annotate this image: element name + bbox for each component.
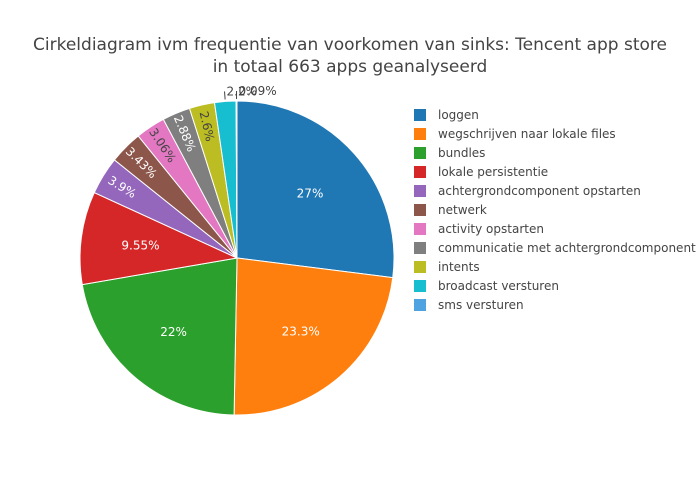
legend-item-lokale-persistentie[interactable]: lokale persistentie [414,162,696,181]
pie-label-leader-broadcast-versturen [224,91,226,100]
pie-slice-label-bundles: 22% [160,325,187,339]
pie-slice-label-lokale-persistentie: 9.55% [121,238,159,252]
legend-swatch [414,184,426,197]
legend-label: communicatie met achtergrondcomponent [438,240,696,255]
legend-label: bundles [438,145,486,160]
pie-slice-sms-versturen[interactable] [235,100,238,259]
legend-label: activity opstarten [438,221,544,236]
legend-swatch [414,260,426,273]
legend-item-broadcast-versturen[interactable]: broadcast versturen [414,276,696,295]
pie-slice-label-wegschrijven-naar-lokale-files: 23.3% [282,325,320,339]
legend-label: sms versturen [438,297,524,312]
pie-slice-label-loggen: 27% [297,187,324,201]
legend-label: intents [438,259,480,274]
legend-item-loggen[interactable]: loggen [414,105,696,124]
legend-swatch [414,108,426,121]
legend-label: wegschrijven naar lokale files [438,126,616,141]
legend-item-netwerk[interactable]: netwerk [414,200,696,219]
legend-swatch [414,222,426,235]
pie-slice-bundles[interactable] [81,257,238,416]
legend-label: achtergrondcomponent opstarten [438,183,641,198]
legend-item-sms-versturen[interactable]: sms versturen [414,295,696,314]
chart-title-line-2: in totaal 663 apps geanalyseerd [212,57,488,77]
pie-slice-loggen[interactable] [236,100,395,279]
legend-swatch [414,146,426,159]
pie-slice-label-intents: 2.6% [197,110,217,143]
legend-label: netwerk [438,202,487,217]
legend-swatch [414,241,426,254]
legend-label: loggen [438,107,479,122]
pie-slice-wegschrijven-naar-lokale-files[interactable] [233,257,394,416]
pie-slice-lokale-persistentie[interactable] [79,191,239,286]
legend-swatch [414,165,426,178]
chart-title-line-1: Cirkeldiagram ivm frequentie van voorkom… [33,35,667,55]
legend-item-activity-opstarten[interactable]: activity opstarten [414,219,696,238]
chart-title: Cirkeldiagram ivm frequentie van voorkom… [0,34,700,78]
legend-label: broadcast versturen [438,278,559,293]
pie-slice-label-broadcast-versturen: 2.2% [227,84,258,98]
legend-item-wegschrijven-naar-lokale-files[interactable]: wegschrijven naar lokale files [414,124,696,143]
legend-item-communicatie-met-achtergrondcomponent[interactable]: communicatie met achtergrondcomponent [414,238,696,257]
legend: loggen wegschrijven naar lokale files bund… [414,105,696,314]
legend-item-bundles[interactable]: bundles [414,143,696,162]
legend-swatch [414,127,426,140]
legend-swatch [414,203,426,216]
legend-label: lokale persistentie [438,164,549,179]
legend-item-intents[interactable]: intents [414,257,696,276]
pie-slice-label-sms-versturen: 0.09% [239,84,277,98]
legend-item-achtergrondcomponent-opstarten[interactable]: achtergrondcomponent opstarten [414,181,696,200]
legend-swatch [414,279,426,292]
legend-swatch [414,298,426,311]
